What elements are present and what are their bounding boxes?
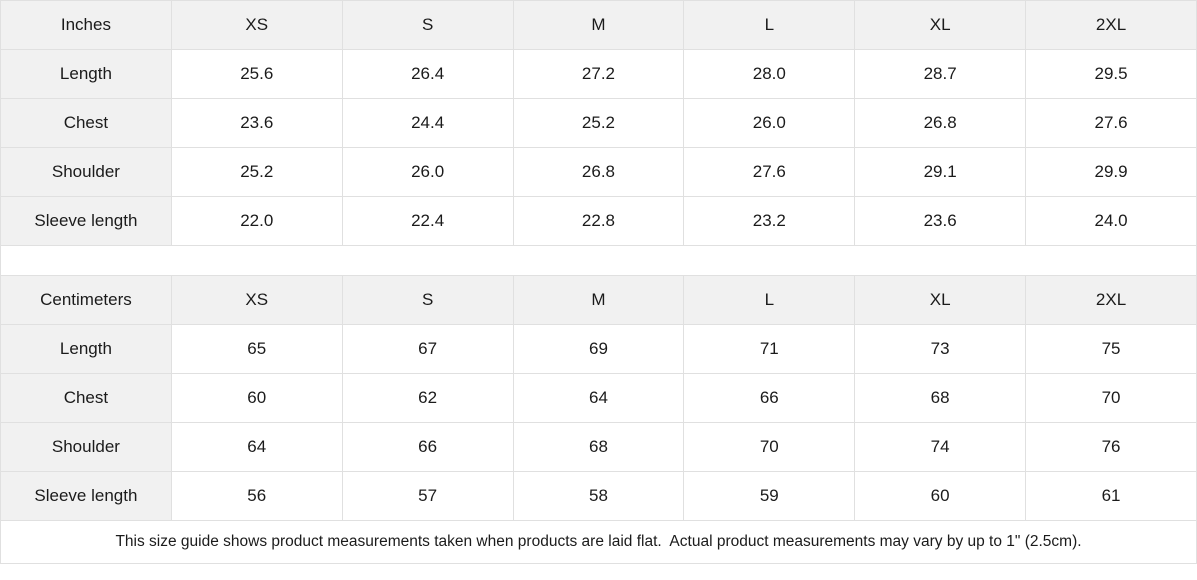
table-row: Shoulder 64 66 68 70 74 76 — [0, 422, 1197, 472]
cell: 24.0 — [1025, 196, 1197, 246]
table-row: Shoulder 25.2 26.0 26.8 27.6 29.1 29.9 — [0, 147, 1197, 197]
cell: 22.0 — [170, 196, 343, 246]
cell: 26.0 — [341, 147, 514, 197]
unit-header-inches: Inches — [0, 0, 172, 50]
cell: 65 — [170, 324, 343, 374]
table-separator — [0, 246, 1197, 275]
cell: 56 — [170, 471, 343, 521]
cell: 66 — [683, 373, 856, 423]
cell: 59 — [683, 471, 856, 521]
cell: 23.6 — [170, 98, 343, 148]
cell: 61 — [1025, 471, 1197, 521]
table-row: Sleeve length 56 57 58 59 60 61 — [0, 471, 1197, 521]
cell: 26.8 — [512, 147, 685, 197]
column-header-m: M — [512, 0, 685, 50]
column-header-2xl: 2XL — [1025, 0, 1197, 50]
cell: 22.8 — [512, 196, 685, 246]
column-header-2xl: 2XL — [1025, 275, 1197, 325]
centimeters-table: Centimeters XS S M L XL 2XL Length 65 67… — [0, 275, 1197, 521]
cell: 25.2 — [512, 98, 685, 148]
cell: 23.2 — [683, 196, 856, 246]
cell: 27.6 — [683, 147, 856, 197]
cell: 58 — [512, 471, 685, 521]
cell: 76 — [1025, 422, 1197, 472]
cell: 29.5 — [1025, 49, 1197, 99]
cell: 28.0 — [683, 49, 856, 99]
cell: 68 — [512, 422, 685, 472]
cell: 60 — [170, 373, 343, 423]
row-label: Sleeve length — [0, 471, 172, 521]
column-header-l: L — [683, 0, 856, 50]
cell: 70 — [683, 422, 856, 472]
column-header-m: M — [512, 275, 685, 325]
table-header-row: Inches XS S M L XL 2XL — [0, 0, 1197, 50]
cell: 69 — [512, 324, 685, 374]
cell: 75 — [1025, 324, 1197, 374]
cell: 64 — [170, 422, 343, 472]
cell: 26.8 — [854, 98, 1027, 148]
cell: 25.6 — [170, 49, 343, 99]
cell: 57 — [341, 471, 514, 521]
cell: 64 — [512, 373, 685, 423]
row-label: Chest — [0, 98, 172, 148]
cell: 22.4 — [341, 196, 514, 246]
cell: 62 — [341, 373, 514, 423]
cell: 74 — [854, 422, 1027, 472]
row-label: Shoulder — [0, 422, 172, 472]
table-row: Sleeve length 22.0 22.4 22.8 23.2 23.6 2… — [0, 196, 1197, 246]
cell: 23.6 — [854, 196, 1027, 246]
footnote-row: This size guide shows product measuremen… — [0, 521, 1197, 564]
cell: 27.6 — [1025, 98, 1197, 148]
cell: 71 — [683, 324, 856, 374]
cell: 68 — [854, 373, 1027, 423]
row-label: Sleeve length — [0, 196, 172, 246]
cell: 28.7 — [854, 49, 1027, 99]
column-header-s: S — [341, 275, 514, 325]
table-row: Length 65 67 69 71 73 75 — [0, 324, 1197, 374]
bottom-margin — [0, 564, 1197, 570]
table-row: Length 25.6 26.4 27.2 28.0 28.7 29.5 — [0, 49, 1197, 99]
cell: 70 — [1025, 373, 1197, 423]
cell: 27.2 — [512, 49, 685, 99]
size-guide-footnote: This size guide shows product measuremen… — [115, 533, 1082, 550]
cell: 29.9 — [1025, 147, 1197, 197]
row-label: Length — [0, 324, 172, 374]
cell: 67 — [341, 324, 514, 374]
table-row: Chest 60 62 64 66 68 70 — [0, 373, 1197, 423]
cell: 29.1 — [854, 147, 1027, 197]
row-label: Length — [0, 49, 172, 99]
row-label: Chest — [0, 373, 172, 423]
unit-header-centimeters: Centimeters — [0, 275, 172, 325]
inches-table: Inches XS S M L XL 2XL Length 25.6 26.4 … — [0, 0, 1197, 246]
cell: 26.0 — [683, 98, 856, 148]
cell: 25.2 — [170, 147, 343, 197]
column-header-xs: XS — [170, 275, 343, 325]
column-header-xl: XL — [854, 275, 1027, 325]
cell: 26.4 — [341, 49, 514, 99]
column-header-xl: XL — [854, 0, 1027, 50]
column-header-s: S — [341, 0, 514, 50]
cell: 24.4 — [341, 98, 514, 148]
column-header-l: L — [683, 275, 856, 325]
column-header-xs: XS — [170, 0, 343, 50]
table-row: Chest 23.6 24.4 25.2 26.0 26.8 27.6 — [0, 98, 1197, 148]
cell: 60 — [854, 471, 1027, 521]
table-header-row: Centimeters XS S M L XL 2XL — [0, 275, 1197, 325]
cell: 66 — [341, 422, 514, 472]
row-label: Shoulder — [0, 147, 172, 197]
cell: 73 — [854, 324, 1027, 374]
